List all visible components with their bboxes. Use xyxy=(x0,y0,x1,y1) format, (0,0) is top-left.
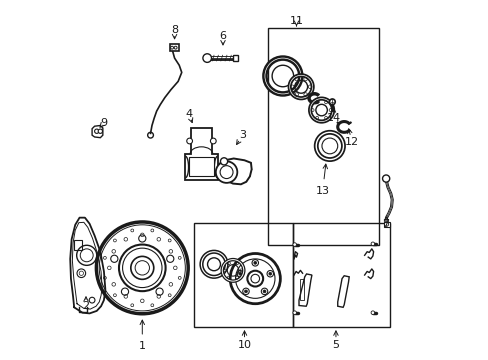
Text: 10: 10 xyxy=(237,340,251,350)
Circle shape xyxy=(238,272,241,275)
Text: 12: 12 xyxy=(345,138,358,147)
Polygon shape xyxy=(337,276,348,307)
Text: 3: 3 xyxy=(239,130,245,140)
Bar xyxy=(188,157,214,176)
Circle shape xyxy=(370,311,374,315)
Bar xyxy=(233,55,238,61)
Text: 8: 8 xyxy=(171,25,178,35)
Text: 9: 9 xyxy=(100,118,107,128)
Circle shape xyxy=(215,161,237,183)
Circle shape xyxy=(263,290,265,293)
Bar xyxy=(74,240,82,250)
Circle shape xyxy=(244,290,247,293)
Text: 2: 2 xyxy=(82,301,89,311)
Circle shape xyxy=(94,129,99,134)
Circle shape xyxy=(210,138,216,144)
Polygon shape xyxy=(92,126,102,138)
Circle shape xyxy=(329,99,335,105)
Circle shape xyxy=(98,129,102,134)
Polygon shape xyxy=(217,158,251,184)
Bar xyxy=(169,44,179,51)
Circle shape xyxy=(186,138,192,144)
Text: 4: 4 xyxy=(185,109,192,119)
Bar xyxy=(194,223,292,327)
Bar xyxy=(292,223,389,327)
Text: 6: 6 xyxy=(219,31,226,41)
Circle shape xyxy=(292,243,296,246)
Circle shape xyxy=(203,54,211,62)
Bar xyxy=(300,279,304,300)
Text: 1: 1 xyxy=(139,341,145,351)
Text: 5: 5 xyxy=(332,340,339,350)
Text: 7: 7 xyxy=(382,219,389,229)
Polygon shape xyxy=(185,128,217,180)
Text: 13: 13 xyxy=(315,186,329,196)
Bar xyxy=(383,222,389,226)
Circle shape xyxy=(253,261,256,264)
Circle shape xyxy=(370,242,374,246)
Text: 11: 11 xyxy=(289,16,303,26)
Circle shape xyxy=(220,158,227,165)
Circle shape xyxy=(268,272,271,275)
Circle shape xyxy=(382,175,389,182)
Polygon shape xyxy=(298,274,311,306)
Bar xyxy=(267,28,378,244)
Circle shape xyxy=(292,311,296,315)
Text: 14: 14 xyxy=(325,113,340,123)
